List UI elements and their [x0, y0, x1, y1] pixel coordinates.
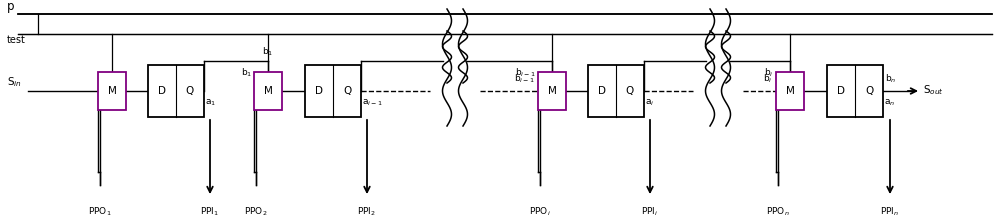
Bar	[827, 65, 883, 117]
Text: PPO$_n$: PPO$_n$	[766, 205, 790, 217]
Text: PPO$_2$: PPO$_2$	[244, 205, 268, 217]
Text: PPO$_i$: PPO$_i$	[529, 205, 551, 217]
Text: PPI$_n$: PPI$_n$	[880, 205, 900, 217]
Text: b$_i$: b$_i$	[764, 67, 774, 79]
Text: Q: Q	[186, 86, 194, 96]
Text: PPO$_1$: PPO$_1$	[88, 205, 112, 217]
Text: Q: Q	[343, 86, 351, 96]
Text: b$_1$: b$_1$	[241, 67, 252, 79]
Text: M: M	[264, 86, 272, 96]
Bar	[538, 72, 566, 110]
Text: PPI$_2$: PPI$_2$	[357, 205, 377, 217]
Text: b$_1$: b$_1$	[262, 46, 274, 58]
Text: D: D	[598, 86, 606, 96]
Text: Q: Q	[865, 86, 873, 96]
Text: b$_i$: b$_i$	[763, 72, 773, 85]
Text: p: p	[7, 0, 14, 13]
Bar	[305, 65, 361, 117]
Text: PPI$_i$: PPI$_i$	[641, 205, 659, 217]
Text: a$_n$: a$_n$	[884, 98, 895, 108]
Text: a$_1$: a$_1$	[205, 98, 216, 108]
Text: S$_{in}$: S$_{in}$	[7, 75, 22, 89]
Text: a$_{i-1}$: a$_{i-1}$	[362, 98, 383, 108]
Text: D: D	[837, 86, 845, 96]
Text: PPI$_1$: PPI$_1$	[200, 205, 220, 217]
Text: b$_{i-1}$: b$_{i-1}$	[515, 67, 536, 79]
Text: M: M	[108, 86, 116, 96]
Text: M: M	[548, 86, 556, 96]
Bar	[588, 65, 644, 117]
Text: Q: Q	[626, 86, 634, 96]
Text: test: test	[7, 35, 26, 45]
Bar	[254, 72, 282, 110]
Bar	[98, 72, 126, 110]
Bar	[776, 72, 804, 110]
Bar	[148, 65, 204, 117]
Text: S$_{out}$: S$_{out}$	[923, 83, 944, 97]
Text: a$_i$: a$_i$	[645, 98, 654, 108]
Text: b$_n$: b$_n$	[885, 72, 896, 85]
Text: b$_{i-1}$: b$_{i-1}$	[514, 72, 535, 85]
Text: D: D	[158, 86, 166, 96]
Text: M: M	[786, 86, 794, 96]
Text: D: D	[315, 86, 323, 96]
